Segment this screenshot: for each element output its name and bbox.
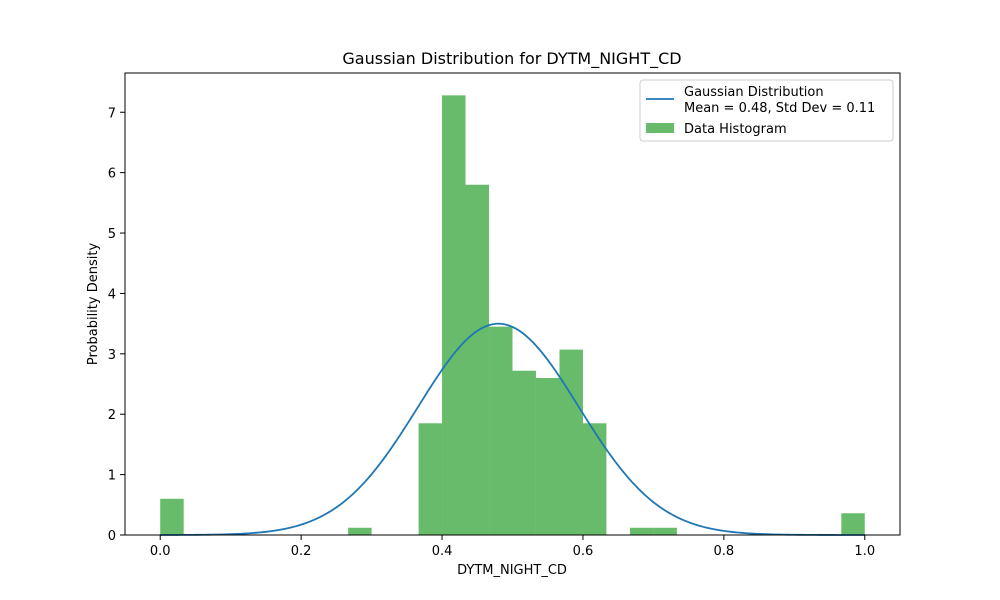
y-tick-label: 3 — [108, 348, 116, 363]
histogram-bars — [160, 95, 865, 536]
y-tick-label: 0 — [108, 529, 116, 544]
histogram-bar — [348, 527, 372, 535]
plot-frame — [124, 72, 901, 536]
legend: Gaussian Distribution Mean = 0.48, Std D… — [639, 79, 894, 142]
y-tick-label: 7 — [108, 106, 116, 121]
y-axis-label: Probability Density — [86, 243, 101, 366]
histogram-bar — [582, 423, 607, 535]
x-tick-label: 0.6 — [573, 544, 594, 559]
x-tick-label: 0.4 — [432, 544, 453, 559]
legend-histogram-label: Data Histogram — [684, 122, 787, 137]
histogram-bar — [559, 349, 583, 535]
y-tick-label: 4 — [108, 287, 116, 302]
histogram-bar — [489, 326, 513, 535]
histogram-bar — [512, 370, 536, 535]
y-tick-label: 1 — [108, 469, 116, 484]
histogram-bar — [442, 95, 466, 536]
legend-gaussian-label-line2: Mean = 0.48, Std Dev = 0.11 — [684, 101, 875, 116]
y-tick-label: 6 — [108, 167, 116, 182]
x-tick-label: 1.0 — [854, 544, 875, 559]
gaussian-curve — [160, 322, 865, 536]
legend-box — [639, 79, 894, 142]
histogram-bar — [465, 184, 490, 535]
x-axis-ticks: 0.0 0.2 0.4 0.6 0.8 1.0 — [150, 535, 875, 559]
histogram-bar — [841, 513, 865, 535]
y-axis-ticks: 0 1 2 3 4 5 6 7 — [108, 106, 125, 544]
x-tick-label: 0.8 — [714, 544, 735, 559]
histogram-bar — [653, 527, 677, 535]
legend-histogram-swatch — [646, 123, 674, 133]
y-tick-label: 5 — [108, 227, 116, 242]
x-axis-label: DYTM_NIGHT_CD — [457, 563, 567, 578]
legend-gaussian-label-line1: Gaussian Distribution — [684, 85, 824, 100]
y-tick-label: 2 — [108, 408, 116, 423]
x-tick-label: 0.0 — [150, 544, 171, 559]
x-tick-label: 0.2 — [291, 544, 312, 559]
histogram-bar — [160, 498, 184, 535]
histogram-bar — [418, 423, 443, 535]
chart-title: Gaussian Distribution for DYTM_NIGHT_CD — [342, 49, 681, 69]
histogram-bar — [629, 527, 654, 535]
histogram-bar — [535, 377, 560, 535]
